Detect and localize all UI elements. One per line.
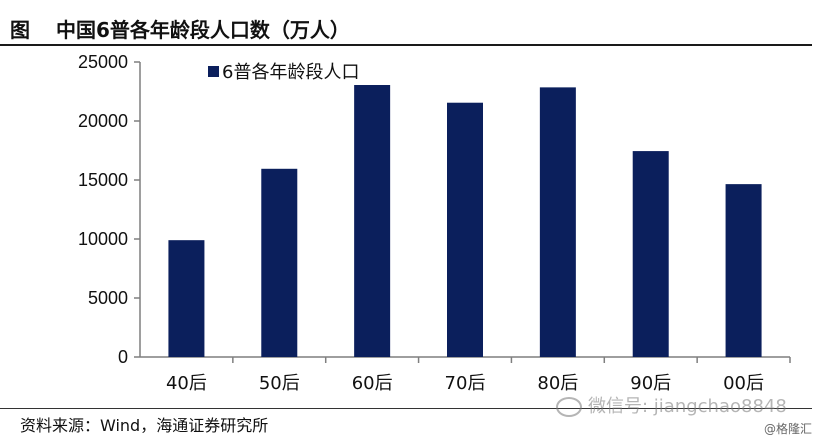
- bar: [632, 151, 669, 357]
- y-tick-label: 10000: [78, 229, 128, 249]
- source-note: 资料来源：Wind，海通证券研究所: [20, 416, 269, 435]
- x-tick-label: 60后: [352, 373, 393, 394]
- bar: [354, 85, 391, 357]
- bar: [725, 184, 762, 357]
- y-tick-label: 15000: [78, 170, 128, 190]
- watermark-text: 微信号: jiangchao8848: [588, 396, 787, 417]
- y-tick-label: 25000: [78, 52, 128, 72]
- x-tick-label: 80后: [537, 373, 578, 394]
- x-tick-label: 90后: [630, 373, 671, 394]
- figure-label: 图: [10, 18, 30, 42]
- bar: [539, 87, 576, 357]
- x-tick-label: 70后: [445, 373, 486, 394]
- bar: [447, 102, 483, 358]
- bar: [168, 240, 205, 357]
- y-tick-label: 20000: [78, 111, 128, 131]
- brand-mark: @格隆汇: [763, 422, 812, 436]
- figure-title: 中国6普各年龄段人口数（万人）: [56, 18, 350, 42]
- title-bar: 图 中国6普各年龄段人口数（万人）: [0, 0, 812, 46]
- watermark: 微信号: jiangchao8848: [556, 392, 787, 418]
- legend-swatch: [208, 66, 219, 77]
- chart-title: 图 中国6普各年龄段人口数（万人）: [10, 14, 350, 43]
- bar: [261, 168, 298, 357]
- bar-chart: 0 5000 10000 15000 20000 25000 40后 50后 60后 70后 80后…: [78, 52, 791, 394]
- y-tick-label: 0: [118, 347, 128, 367]
- x-tick-label: 50后: [259, 373, 300, 394]
- x-tick-label: 00后: [723, 373, 764, 394]
- source-divider: [0, 408, 812, 409]
- y-tick-label: 5000: [88, 288, 128, 308]
- x-tick-label: 40后: [166, 373, 207, 394]
- wechat-icon: [556, 397, 582, 417]
- legend-label: 6普各年龄段人口: [222, 62, 359, 83]
